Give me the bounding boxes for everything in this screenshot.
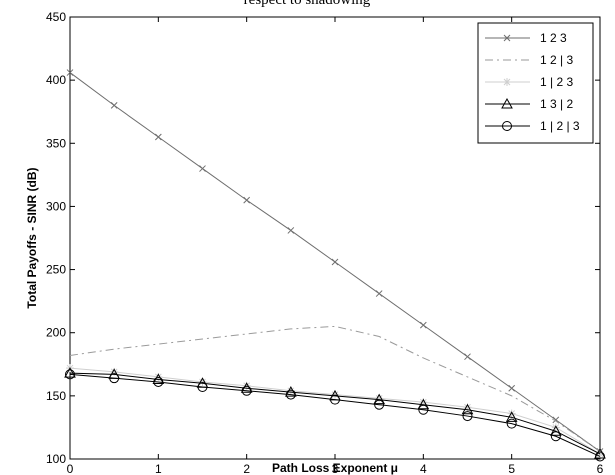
- series-4: [65, 369, 605, 462]
- legend: 1 2 3 1 2 | 3 1 | 2 3 1 3 | 2 1 | 2 | 3: [477, 22, 594, 144]
- legend-box: [477, 22, 594, 144]
- data-point: [153, 376, 164, 387]
- data-point: [154, 133, 162, 141]
- data-point: [284, 386, 297, 397]
- x-tick-label: 5: [508, 462, 515, 475]
- data-point: [65, 369, 75, 380]
- data-point: [505, 411, 518, 422]
- series-line: [69, 373, 601, 457]
- data-point: [595, 451, 605, 462]
- x-tick-label: 3: [332, 462, 339, 475]
- data-point: [549, 425, 562, 436]
- y-tick-label: 200: [46, 326, 66, 340]
- legend-item: 1 2 3: [485, 31, 567, 45]
- data-point: [418, 404, 429, 415]
- legend-item: 1 | 2 3: [485, 75, 573, 89]
- x-tick-label: 0: [67, 462, 74, 475]
- legend-item: 1 2 | 3: [485, 53, 573, 67]
- legend-item: 1 3 | 2: [485, 97, 573, 111]
- data-point: [417, 398, 430, 410]
- x-tick-label: 2: [243, 462, 250, 475]
- series-0: [66, 69, 604, 455]
- legend-marker: [503, 78, 511, 86]
- y-tick-label: 100: [46, 452, 66, 466]
- y-tick-label: 350: [46, 136, 66, 150]
- data-point: [66, 69, 74, 76]
- y-tick-label: 400: [46, 73, 66, 87]
- data-point: [331, 258, 339, 266]
- data-point: [64, 367, 76, 378]
- legend-label: 1 3 | 2: [540, 97, 573, 111]
- data-point: [508, 384, 516, 392]
- data-point: [287, 227, 295, 234]
- data-point: [330, 394, 340, 405]
- series-line: [69, 325, 601, 452]
- y-axis: 100 150 200 250 300 350 400 450: [46, 10, 600, 466]
- x-axis-label: Path Loss Exponent μ: [272, 461, 398, 475]
- data-point: [285, 389, 296, 400]
- legend-label: 1 | 2 | 3: [540, 119, 580, 133]
- data-point: [464, 353, 471, 361]
- data-point: [241, 385, 252, 396]
- data-point: [240, 382, 253, 393]
- x-tick-label: 4: [420, 462, 427, 475]
- data-point: [552, 416, 560, 424]
- legend-marker: [501, 97, 513, 109]
- data-point: [110, 102, 118, 109]
- x-axis: 0 1 2 3 4 5 6: [67, 17, 604, 475]
- data-point: [506, 418, 517, 429]
- data-point: [109, 373, 120, 384]
- data-point: [419, 321, 427, 329]
- data-point: [373, 393, 386, 405]
- series-1: [69, 325, 601, 452]
- y-tick-label: 250: [46, 263, 66, 277]
- legend-item: 1 | 2 | 3: [485, 119, 580, 133]
- data-point: [374, 399, 385, 410]
- data-point: [243, 196, 251, 204]
- legend-marker: [502, 121, 512, 131]
- data-point: [152, 373, 165, 384]
- y-tick-label: 450: [46, 10, 66, 24]
- data-point: [550, 431, 561, 442]
- data-point: [198, 377, 207, 386]
- legend-marker: [503, 34, 511, 42]
- y-tick-label: 150: [46, 389, 66, 403]
- data-point: [199, 165, 206, 172]
- legend-label: 1 2 | 3: [540, 53, 573, 67]
- y-axis-label: Total Payoffs - SINR (dB): [25, 167, 39, 308]
- chart-title: respect to shadowing: [244, 0, 371, 8]
- series-line: [69, 372, 601, 455]
- x-tick-label: 1: [155, 462, 162, 475]
- legend-label: 1 2 3: [540, 31, 567, 45]
- legend-label: 1 | 2 3: [540, 75, 573, 89]
- x-tick-label: 6: [597, 462, 604, 475]
- data-point: [594, 447, 606, 459]
- data-point: [197, 382, 208, 393]
- data-point: [375, 290, 383, 297]
- y-tick-label: 300: [46, 199, 66, 213]
- data-point: [331, 390, 339, 399]
- data-point: [462, 411, 473, 422]
- data-point: [461, 403, 474, 415]
- series-layer: [64, 69, 606, 462]
